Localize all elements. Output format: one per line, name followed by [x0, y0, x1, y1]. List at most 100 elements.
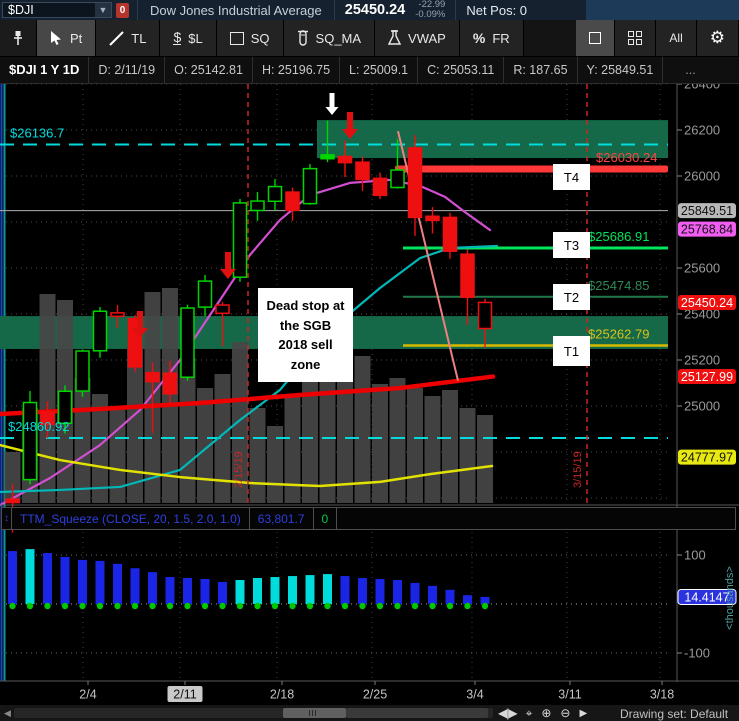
arrow-drawing[interactable] [325, 93, 339, 115]
chart-canvas[interactable]: 2/15/19 3/15/19 $26136.7 $26030.24 $25686.91… [0, 56, 739, 705]
squeeze-dot [61, 602, 69, 610]
squeeze-dot [446, 602, 454, 610]
volume-bar [92, 394, 108, 503]
grid-layout-button[interactable] [615, 20, 657, 56]
more-button[interactable]: ... [685, 62, 696, 77]
volume-bar [372, 384, 388, 503]
settings-button[interactable]: ⚙ [696, 20, 739, 56]
chart-panel[interactable]: 2/15/19 3/15/19 $26136.7 $26030.24 $25686.91… [0, 56, 739, 705]
time-scrollbar-track[interactable] [14, 708, 493, 718]
axis-price-badge [678, 449, 736, 465]
candlestick [180, 307, 195, 379]
candlestick [232, 202, 248, 278]
volume-bar [442, 390, 458, 503]
arrow-drawing[interactable] [342, 112, 358, 139]
drawing-set-label[interactable]: Drawing set: Default [620, 707, 729, 721]
squeeze-bar [148, 572, 157, 604]
grid-icon [628, 31, 643, 45]
date-axis-label: 2/25 [363, 688, 387, 702]
tool-label: VWAP [408, 30, 446, 46]
squeeze-bar [375, 579, 385, 604]
all-button[interactable]: All [656, 20, 697, 56]
play-icon[interactable]: ▶ [579, 707, 588, 719]
axis-badge-label: 25849.51 [681, 204, 733, 218]
time-scrollbar-extension[interactable] [346, 708, 488, 718]
squeeze-marker-value: 0 [314, 508, 338, 529]
squeeze-dot [481, 602, 489, 610]
zoom-in-icon[interactable]: ⊕ [541, 706, 552, 720]
squeeze-dot [166, 602, 174, 610]
dollar-underline-icon: $ [173, 29, 182, 45]
axis-price-badge [678, 369, 736, 385]
cyan-ma [0, 244, 499, 494]
target-box-t2[interactable]: T2 [553, 284, 590, 310]
squeeze-study-title[interactable]: TTM_Squeeze (CLOSE, 20, 1.5, 2.0, 1.0) [12, 508, 250, 529]
squeeze-dot [341, 602, 349, 610]
squeeze-dot [306, 602, 314, 610]
tool-vwap-button[interactable]: VWAP [375, 20, 460, 56]
maximize-button[interactable] [576, 20, 616, 56]
test-tube-icon [297, 30, 308, 46]
annotation-line: 2018 sell [278, 337, 333, 352]
arrow-drawing[interactable] [132, 311, 148, 338]
axis-badge-label: 25127.99 [681, 370, 733, 384]
squeeze-dot [394, 602, 401, 610]
time-scrollbar-handle[interactable] [283, 708, 346, 718]
axis-badge-label: 24777.97 [681, 451, 733, 465]
date-axis-label: 2/11 [173, 688, 196, 702]
squeeze-dot [219, 602, 226, 610]
axis-badge-label: 25450.24 [681, 296, 733, 310]
squeeze-bar [113, 563, 122, 604]
volume-bar [477, 415, 493, 503]
chevron-down-icon[interactable]: ▼ [95, 3, 111, 17]
trendline-icon [109, 30, 125, 46]
study-grip-icon[interactable]: ↕ [2, 508, 12, 529]
vertical-date-label: 2/15/19 [233, 451, 245, 488]
pan-horizontal-icon[interactable]: ◀|▶ [498, 706, 518, 720]
alert-badge[interactable]: 0 [116, 2, 129, 18]
sell-zone-band[interactable] [317, 120, 668, 159]
candlestick [442, 216, 458, 252]
candlestick [162, 372, 178, 395]
drawing-toolbar: Pt TL $ $L SQ SQ_MA [0, 20, 739, 57]
yellow-ma [0, 443, 494, 488]
tool-fib-retracement-button[interactable]: % FR [459, 20, 524, 56]
candlestick [75, 350, 90, 392]
arrow-drawing[interactable] [220, 252, 236, 279]
ohlc-fields: D: 2/11/19 O: 25142.81 H: 25196.75 L: 25009… [89, 56, 664, 83]
crosshair-icon[interactable]: ⌖ [525, 705, 533, 720]
target-box-t1[interactable]: T1 [553, 336, 590, 366]
squeeze-dot [271, 602, 279, 610]
vertical-date-label: 3/15/19 [572, 451, 584, 488]
tool-pointer-button[interactable]: Pt [37, 20, 97, 56]
axis-price-badge [678, 203, 736, 219]
volume-bar [459, 408, 476, 503]
scroll-left-icon[interactable]: ◀ [4, 708, 11, 718]
change-value: -22.99 [418, 0, 446, 10]
volume-bar [214, 374, 231, 503]
target-box-t3[interactable]: T3 [553, 232, 590, 258]
price-level-band[interactable] [395, 165, 668, 173]
cursor-icon [51, 30, 61, 45]
tool-price-level-button[interactable]: $ $L [160, 20, 217, 56]
annotation-box[interactable]: Dead stop at the SGB 2018 sell zone [258, 288, 353, 382]
tool-sq-ma-button[interactable]: SQ_MA [283, 20, 376, 56]
tool-square-button[interactable]: SQ [216, 20, 284, 56]
ohlc-field: L: 25009.1 [340, 56, 419, 83]
target-box-t4[interactable]: T4 [553, 164, 590, 190]
instrument-description: Dow Jones Industrial Average [150, 2, 322, 18]
zoom-out-icon[interactable]: ⊖ [560, 706, 571, 720]
squeeze-bar [288, 576, 297, 604]
candlestick [110, 312, 125, 318]
pin-button[interactable] [0, 20, 37, 56]
divider [455, 0, 457, 20]
squeeze-bar [60, 556, 70, 604]
maximize-icon [589, 32, 602, 44]
symbol-input[interactable]: $DJI ▼ [2, 2, 112, 18]
candlestick [477, 301, 493, 330]
tool-trendline-button[interactable]: TL [96, 20, 161, 56]
gear-icon: ⚙ [709, 28, 725, 47]
candlestick [355, 161, 370, 181]
squeeze-dot [96, 602, 104, 610]
